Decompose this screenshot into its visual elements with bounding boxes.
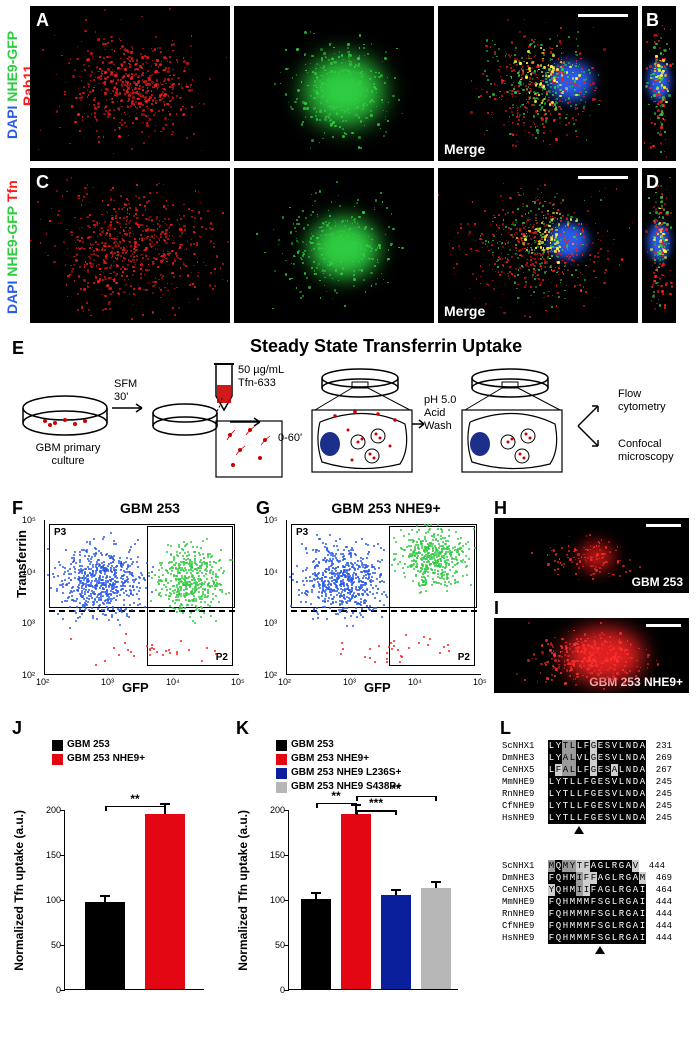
tfn-uptake-H: GBM 253 — [494, 518, 689, 593]
split-arrow — [574, 396, 624, 456]
p3-label-G: P3 — [296, 527, 308, 538]
x-axis-G: GFP — [364, 680, 391, 695]
micro-row-A: A Merge B — [30, 6, 676, 161]
scalebar-H — [646, 524, 681, 527]
x-axis-F: GFP — [122, 680, 149, 695]
dashed-line-G — [291, 610, 477, 612]
rab11-channel-image: A — [30, 6, 230, 161]
micro-row-C: C Merge D — [30, 168, 676, 323]
merge-label-A: Merge — [444, 141, 485, 157]
panel-H-letter: H — [494, 498, 507, 519]
tfn-uptake-I: GBM 253 NHE9+ — [494, 618, 689, 693]
flow-cytometry-label: Flow cytometry — [618, 388, 666, 414]
culture-dish-1 — [20, 388, 110, 438]
scalebar-I — [646, 624, 681, 627]
nhe9-gfp-channel-image-C — [234, 168, 434, 323]
merge-label-C: Merge — [444, 303, 485, 319]
diagram-E: GBM primary culture SFM 30' 50 µg/mL Tfn… — [10, 358, 680, 488]
panel-I-letter: I — [494, 598, 499, 619]
time-label: 0-60' — [278, 432, 302, 445]
panel-E-heading: Steady State Transferrin Uptake — [250, 336, 522, 357]
dapi-label: DAPI — [4, 106, 20, 139]
merge-image-A: Merge — [438, 6, 638, 161]
tfn-H-label: GBM 253 — [632, 575, 683, 589]
y-axis-F: Transferrin — [14, 530, 29, 598]
p2-label-F: P2 — [216, 652, 228, 663]
panel-D-letter: D — [646, 172, 659, 193]
sfm-label: SFM 30' — [114, 378, 137, 404]
tfn-conc-label: 50 µg/mL Tfn-633 — [238, 364, 284, 390]
scalebar-C — [578, 176, 628, 179]
nhe9-gfp-channel-image — [234, 6, 434, 161]
bar-chart-K: Normalized Tfn uptake (a.u.) 05010015020… — [236, 740, 486, 1030]
panel-B-letter: B — [646, 10, 659, 31]
flow-plot-G: P3 P2 — [286, 520, 481, 675]
p3-label-F: P3 — [54, 527, 66, 538]
nhe9-gfp-label-C: NHE9-GFP — [4, 206, 20, 277]
chartK-ylabel: Normalized Tfn uptake (a.u.) — [236, 810, 250, 971]
panel-J-letter: J — [12, 718, 22, 739]
tfn-channel-image: C — [30, 168, 230, 323]
merge-image-C: Merge — [438, 168, 638, 323]
confocal-label: Confocal microscopy — [618, 438, 674, 464]
panel-C-letter: C — [36, 172, 49, 193]
dapi-label-C: DAPI — [4, 280, 20, 313]
scalebar-A — [578, 14, 628, 17]
flow-plot-F: P3 P2 — [44, 520, 239, 675]
stripped-cell-icon — [460, 364, 580, 484]
panel-G-letter: G — [256, 498, 270, 519]
panel-A-letter: A — [36, 10, 49, 31]
bar-chart-J: Normalized Tfn uptake (a.u.) 05010015020… — [12, 740, 222, 1030]
arrow-3 — [410, 414, 430, 434]
free-tfn-box — [215, 420, 283, 478]
rowC-side-label: DAPI NHE9-GFP Tfn — [4, 172, 20, 322]
plot-G-title: GBM 253 NHE9+ — [296, 500, 476, 516]
p2-label-G: P2 — [458, 652, 470, 663]
nhe9-gfp-label: NHE9-GFP — [4, 31, 20, 102]
panel-F-letter: F — [12, 498, 23, 519]
plot-F-title: GBM 253 — [70, 500, 230, 516]
chartJ-ylabel: Normalized Tfn uptake (a.u.) — [12, 810, 26, 971]
panel-L-letter: L — [500, 718, 511, 739]
tube-icon — [210, 360, 238, 415]
z-stack-B: B — [642, 6, 676, 161]
tfn-label: Tfn — [4, 180, 20, 202]
z-stack-D: D — [642, 168, 676, 323]
panel-K-letter: K — [236, 718, 249, 739]
panel-E-letter: E — [12, 338, 24, 359]
gbm-culture-label: GBM primary culture — [18, 442, 118, 468]
